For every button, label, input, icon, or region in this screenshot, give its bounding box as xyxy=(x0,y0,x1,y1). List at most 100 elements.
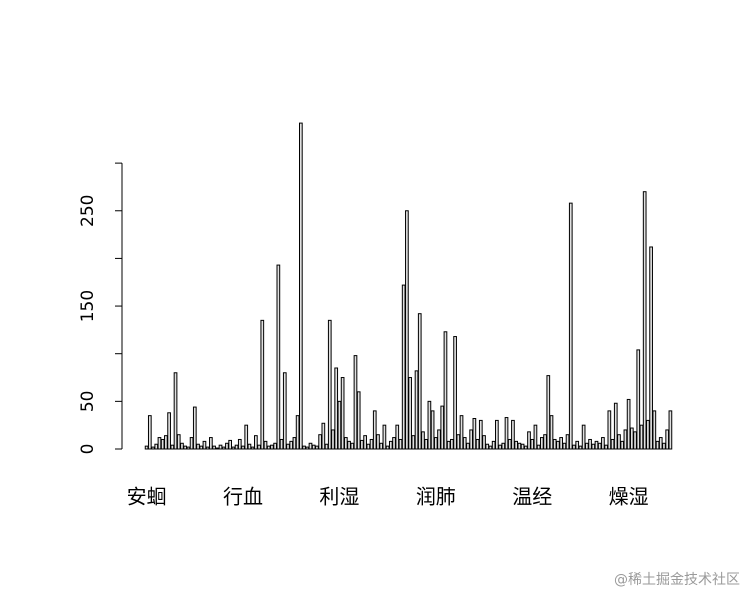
bar xyxy=(517,442,522,450)
watermark: @稀土掘金技术社区 xyxy=(614,572,740,588)
bar xyxy=(668,410,673,450)
bar xyxy=(633,431,637,450)
bar xyxy=(176,434,181,450)
bar xyxy=(540,437,544,450)
bar xyxy=(167,412,171,450)
y-tick-label: 150 xyxy=(78,290,98,322)
x-tick-label: 利湿 xyxy=(319,485,359,509)
bar xyxy=(257,444,261,450)
bar xyxy=(620,440,625,450)
bar xyxy=(514,440,518,450)
bar xyxy=(196,443,200,450)
bar xyxy=(472,418,477,450)
bar xyxy=(164,435,168,450)
bar xyxy=(607,410,612,450)
bar xyxy=(295,415,300,450)
bar xyxy=(405,210,409,450)
bar xyxy=(147,415,152,450)
bar xyxy=(363,435,367,450)
bar xyxy=(466,442,470,450)
bar xyxy=(491,440,496,450)
bar xyxy=(443,331,448,450)
bar xyxy=(254,435,258,450)
bar xyxy=(395,424,400,450)
bar xyxy=(392,437,396,450)
bar xyxy=(398,438,403,450)
bar xyxy=(658,437,663,450)
bar xyxy=(408,377,412,450)
bar xyxy=(241,445,245,450)
bar xyxy=(623,429,628,450)
bar xyxy=(578,445,583,450)
bar xyxy=(318,434,322,450)
bar xyxy=(266,445,271,450)
bar xyxy=(450,438,454,450)
bar xyxy=(180,442,184,450)
x-tick-label: 润肺 xyxy=(416,485,456,509)
bar xyxy=(530,438,535,450)
bar xyxy=(276,264,281,450)
bar xyxy=(289,440,294,450)
bar xyxy=(642,191,647,450)
bar xyxy=(376,434,380,450)
bar xyxy=(279,438,284,450)
bar xyxy=(520,443,525,450)
bar xyxy=(639,424,644,450)
bar xyxy=(372,410,377,450)
bar xyxy=(562,442,567,450)
bar xyxy=(327,319,332,450)
bar xyxy=(305,446,310,450)
bar xyxy=(581,424,586,450)
bar xyxy=(286,443,290,450)
bar xyxy=(250,446,255,450)
bar xyxy=(655,440,660,450)
bar xyxy=(218,444,223,450)
bar xyxy=(292,437,297,450)
bar xyxy=(260,319,265,450)
bar xyxy=(613,402,618,450)
bar xyxy=(212,445,216,450)
bar xyxy=(459,415,464,450)
bar xyxy=(475,438,480,450)
bar xyxy=(527,431,531,450)
bar xyxy=(350,442,355,450)
bar xyxy=(311,444,316,450)
bar xyxy=(523,445,528,450)
bar xyxy=(594,440,599,450)
bar xyxy=(321,422,326,450)
bar xyxy=(154,443,159,450)
x-tick-label: 燥湿 xyxy=(609,485,649,509)
bar xyxy=(273,442,277,450)
bar xyxy=(151,446,155,450)
bar xyxy=(652,410,657,450)
bar xyxy=(189,437,194,450)
bar xyxy=(453,336,457,450)
bar xyxy=(536,444,541,450)
bar xyxy=(610,438,615,450)
bar xyxy=(282,372,287,450)
bar xyxy=(202,440,207,450)
bar xyxy=(353,355,358,450)
bar xyxy=(430,410,435,450)
bar xyxy=(601,437,605,450)
bar xyxy=(205,446,210,450)
bar xyxy=(160,438,165,450)
bar xyxy=(546,375,551,450)
bar xyxy=(572,444,576,450)
bar xyxy=(440,405,445,450)
bar xyxy=(597,442,602,450)
bar xyxy=(495,419,499,450)
bar xyxy=(263,440,268,450)
bar xyxy=(369,438,374,450)
y-tick-label: 0 xyxy=(78,444,98,455)
bar xyxy=(401,284,406,450)
bar xyxy=(427,400,432,450)
bar xyxy=(498,444,502,450)
bar xyxy=(157,437,162,450)
bar xyxy=(533,424,538,450)
bar xyxy=(299,122,303,450)
bar xyxy=(173,372,178,450)
bar xyxy=(209,437,213,450)
